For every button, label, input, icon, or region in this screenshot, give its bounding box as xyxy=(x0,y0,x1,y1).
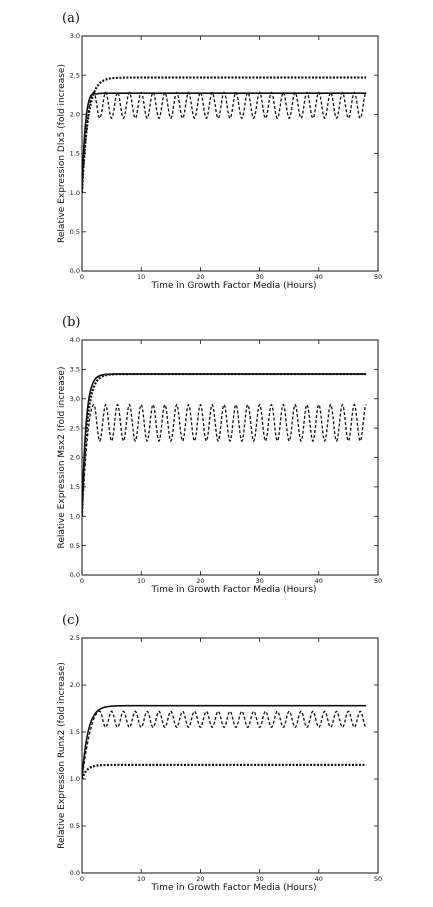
y-tick-label: 3.5 xyxy=(70,366,80,374)
panel-label: (b) xyxy=(62,315,80,330)
panel-label: (c) xyxy=(62,613,79,628)
y-tick-label: 0.5 xyxy=(70,228,80,236)
series-line-dashed xyxy=(82,711,366,779)
plot-frame xyxy=(82,340,378,575)
x-axis-label: Time in Growth Factor Media (Hours) xyxy=(150,281,316,291)
y-tick-label: 1.5 xyxy=(70,483,80,491)
x-tick-label: 50 xyxy=(374,875,382,883)
y-tick-label: 2.0 xyxy=(70,454,80,462)
y-axis-label: Relative Expression Runx2 (fold increase… xyxy=(57,662,67,849)
series-line-solid xyxy=(82,374,366,516)
x-tick-label: 10 xyxy=(137,273,145,281)
series-line-dashed xyxy=(82,92,366,192)
x-tick-label: 20 xyxy=(196,273,204,281)
series-line-dash-dot xyxy=(82,78,366,193)
plot-frame xyxy=(82,638,378,873)
y-tick-label: 2.0 xyxy=(70,681,80,689)
series-line-solid xyxy=(82,93,366,192)
y-tick-label: 0.5 xyxy=(70,822,80,830)
plot-frame xyxy=(82,36,378,271)
x-tick-label: 30 xyxy=(255,273,263,281)
y-tick-label: 2.5 xyxy=(70,71,80,79)
y-tick-label: 0.0 xyxy=(70,571,80,579)
y-tick-label: 1.5 xyxy=(70,150,80,158)
series-line-dash-dot xyxy=(82,374,366,516)
x-tick-label: 40 xyxy=(315,577,323,585)
y-tick-label: 2.5 xyxy=(70,424,80,432)
series-line-dashed xyxy=(82,405,366,517)
y-tick-label: 4.0 xyxy=(70,336,80,344)
y-tick-label: 3.0 xyxy=(70,395,80,403)
y-tick-label: 2.0 xyxy=(70,111,80,119)
x-tick-label: 40 xyxy=(315,273,323,281)
chart-panel-1: (a) 0 10 20 30 40 50 0.0 0.5 1.0 1.5 2.0 2.5 3.0 Time … xyxy=(57,11,382,291)
x-tick-label: 40 xyxy=(315,875,323,883)
x-tick-label: 10 xyxy=(137,577,145,585)
x-tick-label: 30 xyxy=(255,577,263,585)
x-axis-label: Time in Growth Factor Media (Hours) xyxy=(150,585,316,595)
series-line-solid xyxy=(82,706,366,779)
y-tick-label: 3.0 xyxy=(70,32,80,40)
x-tick-label: 20 xyxy=(196,875,204,883)
y-axis-label: Relative Expression Msx2 (fold increase) xyxy=(57,367,67,549)
chart-panel-2: (b) 0 10 20 30 40 50 0.0 0.5 1.0 1.5 2.0 2.5 3.0 3.5 4.… xyxy=(57,315,382,595)
x-tick-label: 10 xyxy=(137,875,145,883)
y-axis-label: Relative Expression Dlx5 (fold increase) xyxy=(57,64,67,243)
y-tick-label: 1.5 xyxy=(70,728,80,736)
y-tick-label: 1.0 xyxy=(70,775,80,783)
panel-label: (a) xyxy=(62,11,80,26)
y-tick-label: 0.0 xyxy=(70,869,80,877)
chart-panel-3: (c) 0 10 20 30 40 50 0.0 0.5 1.0 1.5 2.0 2.5 Time in … xyxy=(57,613,382,893)
y-tick-label: 0.0 xyxy=(70,267,80,275)
x-tick-label: 50 xyxy=(374,273,382,281)
x-axis-label: Time in Growth Factor Media (Hours) xyxy=(150,883,316,893)
x-tick-label: 20 xyxy=(196,577,204,585)
y-tick-label: 2.5 xyxy=(70,634,80,642)
x-tick-label: 30 xyxy=(255,875,263,883)
x-tick-label: 50 xyxy=(374,577,382,585)
y-tick-label: 0.5 xyxy=(70,542,80,550)
series-line-dash-dot xyxy=(82,765,366,779)
x-tick-label: 0 xyxy=(80,577,84,585)
x-tick-label: 0 xyxy=(80,273,84,281)
y-tick-label: 1.0 xyxy=(70,189,80,197)
y-tick-label: 1.0 xyxy=(70,512,80,520)
x-tick-label: 0 xyxy=(80,875,84,883)
